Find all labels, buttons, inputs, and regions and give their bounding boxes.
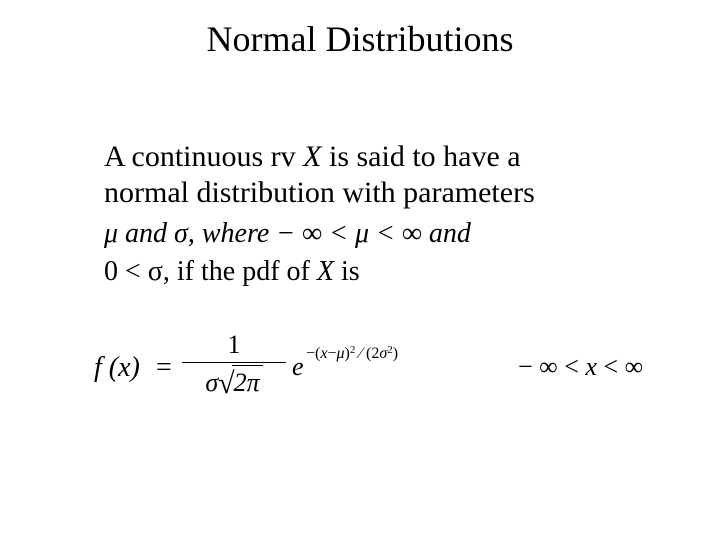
body-text-line-1: A continuous rv X is said to have a xyxy=(104,140,521,174)
variable-x-upper: X xyxy=(303,140,321,173)
body-text-line-2: normal distribution with parameters xyxy=(104,176,535,210)
slide-title: Normal Distributions xyxy=(0,18,720,60)
body-text: A continuous rv xyxy=(104,140,303,173)
sigma: σ xyxy=(205,368,218,397)
body-text: is said to have a xyxy=(322,140,521,173)
e-base: e xyxy=(292,352,304,382)
exponent: −(x−μ)2 ∕ (2σ2) xyxy=(306,344,398,363)
function-fx: f (x) xyxy=(94,352,140,384)
square-root: √2π xyxy=(218,365,263,401)
math-conditions-line-2: 0 < σ, if the pdf of X is xyxy=(104,256,360,288)
math-text: 0 < σ, if the pdf of xyxy=(104,256,317,287)
fraction: 1 σ√2π xyxy=(182,330,286,401)
math-text: μ and σ, where − ∞ < μ < ∞ and xyxy=(104,218,471,249)
equals-sign: = xyxy=(156,352,172,384)
fraction-numerator: 1 xyxy=(182,330,286,363)
fraction-denominator: σ√2π xyxy=(182,363,286,401)
domain-text: − ∞ < x < ∞ xyxy=(518,352,643,381)
math-text: is xyxy=(334,256,360,287)
radicand: 2π xyxy=(232,365,263,400)
math-conditions-line-1: μ and σ, where − ∞ < μ < ∞ and xyxy=(104,218,471,250)
domain-condition: − ∞ < x < ∞ xyxy=(518,352,643,382)
pdf-formula: f (x) = 1 σ√2π e −(x−μ)2 ∕ (2σ2) − ∞ < x… xyxy=(94,330,634,410)
slide: Normal Distributions A continuous rv X i… xyxy=(0,0,720,540)
variable-x-upper: X xyxy=(317,256,334,287)
